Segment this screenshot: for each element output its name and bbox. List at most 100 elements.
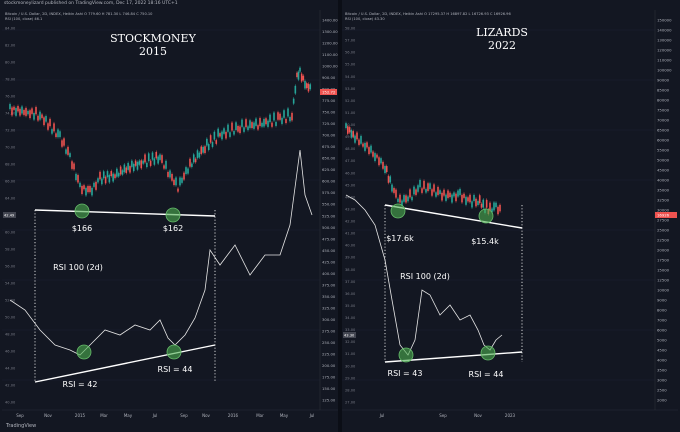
panel1-candle <box>87 186 89 193</box>
panel1-price-tick: 350.00 <box>322 294 336 299</box>
panel1-candle <box>296 72 298 78</box>
panel2-candle <box>451 194 453 203</box>
panel1-price-tick: 650.00 <box>322 156 336 161</box>
panel2-price-tick: 70000 <box>657 118 670 123</box>
panel2-rsi-line <box>345 194 503 356</box>
panel1-candle <box>81 185 83 194</box>
panel1-candle <box>37 115 39 121</box>
panel2-price-tick: 6000 <box>657 328 667 333</box>
panel2-rsi-tick: 52.00 <box>345 99 356 103</box>
panel1-candle <box>277 112 279 120</box>
panel2-price-tick: 90000 <box>657 78 670 83</box>
panel2-legend-rsi: RSI (100, close) 43.30 <box>345 17 385 21</box>
panel1-candle <box>79 182 81 188</box>
panel1-candle <box>102 171 105 179</box>
panel1-price-tick: 500.00 <box>322 225 336 230</box>
panel2-rsi-tick: 35.00 <box>345 304 356 308</box>
panel2-low-marker <box>480 345 496 361</box>
panel1-candle <box>204 146 206 153</box>
panel1-candle <box>27 110 29 115</box>
panel1-candle <box>47 123 49 130</box>
panel2-candle <box>459 188 461 196</box>
panel1-price-tick: 600.00 <box>322 179 336 184</box>
panel2-candle <box>493 202 495 211</box>
panel2-price-tick: 20000 <box>657 248 670 253</box>
panel1-price-tick: 425.00 <box>322 259 336 264</box>
panel1-candle <box>243 127 245 132</box>
panel1-candle <box>127 162 129 170</box>
panel1-candle <box>302 75 305 81</box>
panel1-low-label: $166 <box>72 224 92 233</box>
panel1-candle <box>31 108 33 114</box>
panel2-rsi-label: 43.30 <box>344 334 355 338</box>
panel1-rsi-tick: 58.00 <box>5 248 16 252</box>
panel1-low-marker <box>165 207 181 223</box>
panel1-candle <box>171 173 173 181</box>
panel1-price-tick: 450.00 <box>322 248 336 253</box>
panel1-candle <box>23 110 25 115</box>
panel2-candle <box>467 197 469 202</box>
panel1-candle <box>131 160 133 167</box>
panel2-candle <box>435 192 437 197</box>
panel1-candle <box>177 188 179 192</box>
panel1-candle <box>35 107 37 115</box>
panel1-rsi-tick: 80.00 <box>5 61 16 65</box>
panel1-rsi-tick: 60.00 <box>5 231 16 235</box>
panel1-candle <box>53 123 55 132</box>
panel2-price-tick: 75000 <box>657 108 670 113</box>
panel1-candle <box>108 175 111 183</box>
panel2-rsi-tick: 51.00 <box>345 111 356 115</box>
panel1-candle <box>202 146 204 153</box>
panel1-candle <box>187 168 189 174</box>
panel1-candle <box>223 128 225 134</box>
panel1-candle <box>297 71 300 80</box>
panel1-candle <box>95 181 97 190</box>
panel1-x-tick: 2015 <box>75 413 86 418</box>
panel1-price-tick: 700.00 <box>322 133 336 138</box>
panel1-candle <box>265 118 267 125</box>
panel1-candle <box>140 160 143 169</box>
panel2-rsi-tick: 56.00 <box>345 51 356 55</box>
panel1-x-tick: Nov <box>44 413 52 418</box>
panel2-price-tick: 35000 <box>657 188 670 193</box>
panel1-rsi-tick: 46.00 <box>5 350 16 354</box>
panel2-price-tick: 65000 <box>657 128 670 133</box>
panel2-price-tick: 4500 <box>657 348 667 353</box>
panel2-candle <box>405 195 407 203</box>
panel1-candle <box>142 160 144 164</box>
panel1-price-tick: 1100.00 <box>322 52 338 57</box>
panel1-candle <box>117 173 120 177</box>
panel1-rsi-tick: 56.00 <box>5 265 16 269</box>
panel1-candle <box>65 149 67 154</box>
panel2-candle <box>482 199 485 208</box>
panel1-candle <box>307 83 310 92</box>
panel2-candle <box>433 184 435 192</box>
panel2-low-label: $15.4k <box>471 237 499 246</box>
panel2-candle <box>368 147 370 155</box>
panel1-candle <box>157 156 159 164</box>
panel2-candle <box>350 130 353 138</box>
panel1-candle <box>11 107 13 116</box>
panel2-rsi-tick: 30.00 <box>345 364 356 368</box>
panel2-candle <box>413 186 415 195</box>
panel2-rsi-tick: 38.00 <box>345 268 356 272</box>
panel2-rsi-tick: 43.00 <box>345 207 356 211</box>
panel1-candle <box>49 118 51 127</box>
panel1-price-tick: 525.00 <box>322 213 336 218</box>
panel2-price-support-line <box>384 204 523 229</box>
panel1-rsi-support-line <box>34 344 216 383</box>
panel1-candle <box>101 178 103 185</box>
panel2-candle <box>376 154 378 158</box>
panel1-candle <box>39 111 41 120</box>
panel1-candle <box>305 83 308 89</box>
panel1-candle <box>241 119 243 127</box>
panel2-candle <box>409 189 411 198</box>
panel2-title-line1: LIZARDS <box>476 26 528 39</box>
panel2-candle <box>477 201 479 206</box>
panel2-price-tick: 150000 <box>657 18 672 23</box>
panel1-candle <box>239 126 241 133</box>
panel1-candle <box>33 113 35 120</box>
panel1-candle <box>259 118 261 127</box>
panel2-price-tick: 40000 <box>657 178 670 183</box>
panel2-candle <box>423 180 425 189</box>
